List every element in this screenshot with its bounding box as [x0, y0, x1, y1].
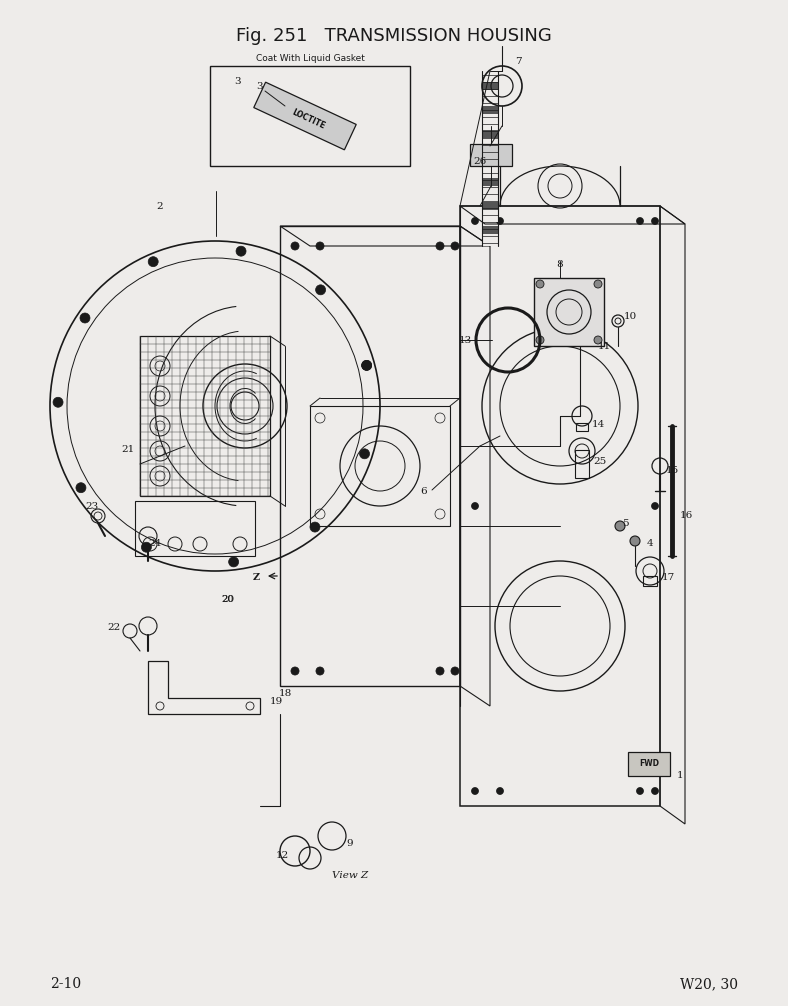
Circle shape — [229, 557, 239, 567]
Text: 22: 22 — [107, 624, 121, 633]
Circle shape — [76, 483, 86, 493]
Text: View Z: View Z — [332, 871, 368, 880]
Bar — [470, 144, 512, 166]
Text: 6: 6 — [421, 487, 427, 496]
Circle shape — [652, 503, 659, 509]
Circle shape — [362, 360, 372, 370]
Circle shape — [451, 242, 459, 250]
Circle shape — [310, 522, 320, 532]
Bar — [135, 501, 255, 556]
Circle shape — [291, 242, 299, 250]
Bar — [310, 406, 450, 526]
Text: 18: 18 — [278, 688, 292, 697]
Circle shape — [652, 217, 659, 224]
Text: Coat With Liquid Gasket: Coat With Liquid Gasket — [255, 53, 364, 62]
Circle shape — [316, 667, 324, 675]
Text: 24: 24 — [148, 539, 162, 548]
Text: Z: Z — [252, 573, 259, 582]
Circle shape — [536, 280, 544, 288]
Text: LOCTITE: LOCTITE — [290, 108, 326, 131]
Text: 9: 9 — [347, 839, 353, 848]
Text: 7: 7 — [515, 56, 522, 65]
Text: 23: 23 — [85, 502, 98, 510]
Circle shape — [536, 336, 544, 344]
Circle shape — [236, 246, 246, 257]
Circle shape — [53, 397, 63, 407]
Circle shape — [630, 536, 640, 546]
Text: 4: 4 — [647, 539, 653, 548]
Text: W20, 30: W20, 30 — [680, 977, 738, 991]
Text: 5: 5 — [622, 519, 628, 528]
Circle shape — [362, 360, 372, 370]
Text: 3: 3 — [235, 76, 241, 86]
Circle shape — [291, 667, 299, 675]
Bar — [210, 66, 410, 166]
Text: 2: 2 — [157, 201, 163, 210]
Circle shape — [80, 313, 90, 323]
Text: 26: 26 — [474, 157, 487, 166]
Text: 14: 14 — [591, 420, 604, 429]
Text: 19: 19 — [269, 696, 283, 705]
Text: 15: 15 — [665, 466, 678, 475]
Bar — [575, 450, 589, 478]
Circle shape — [637, 217, 644, 224]
Circle shape — [594, 336, 602, 344]
Circle shape — [316, 242, 324, 250]
Circle shape — [436, 667, 444, 675]
Bar — [643, 576, 657, 586]
Circle shape — [615, 521, 625, 531]
Text: 20: 20 — [221, 596, 235, 605]
Circle shape — [471, 503, 478, 509]
Text: 16: 16 — [679, 511, 693, 520]
Circle shape — [652, 788, 659, 795]
Text: 1: 1 — [677, 772, 683, 781]
Circle shape — [496, 788, 504, 795]
Text: 20: 20 — [221, 596, 234, 605]
Text: 11: 11 — [597, 341, 611, 350]
Circle shape — [594, 280, 602, 288]
Circle shape — [637, 788, 644, 795]
Text: 12: 12 — [275, 851, 288, 860]
Text: 21: 21 — [121, 445, 135, 454]
Text: 13: 13 — [459, 335, 472, 344]
Circle shape — [141, 542, 151, 552]
Bar — [140, 336, 270, 496]
Bar — [628, 752, 670, 776]
Bar — [576, 423, 588, 431]
Text: Fig. 251   TRANSMISSION HOUSING: Fig. 251 TRANSMISSION HOUSING — [236, 27, 552, 45]
Circle shape — [471, 788, 478, 795]
Circle shape — [471, 217, 478, 224]
Text: 2-10: 2-10 — [50, 977, 81, 991]
Text: 3: 3 — [257, 81, 263, 91]
Text: 10: 10 — [623, 312, 637, 321]
Circle shape — [451, 667, 459, 675]
Circle shape — [148, 257, 158, 267]
Circle shape — [496, 217, 504, 224]
Text: 8: 8 — [556, 260, 563, 269]
Text: 25: 25 — [593, 457, 607, 466]
Polygon shape — [254, 82, 356, 150]
Text: 17: 17 — [661, 573, 675, 582]
Circle shape — [359, 449, 370, 459]
Bar — [534, 278, 604, 346]
Text: FWD: FWD — [639, 760, 659, 769]
Circle shape — [436, 242, 444, 250]
Circle shape — [316, 285, 325, 295]
